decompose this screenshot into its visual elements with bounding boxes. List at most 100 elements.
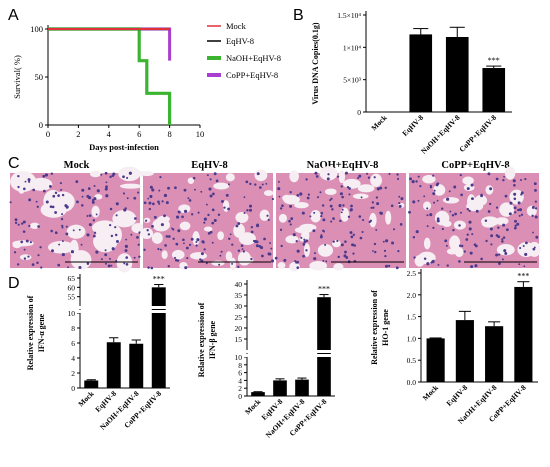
cell-nucleus — [503, 249, 507, 253]
cell-nucleus — [256, 223, 259, 227]
alveolar-space — [211, 260, 225, 266]
cell-nucleus — [339, 219, 342, 223]
cell-nucleus — [360, 196, 363, 199]
cell-nucleus — [81, 204, 84, 207]
cell-nucleus — [385, 239, 389, 243]
cell-nucleus — [60, 188, 63, 191]
cell-nucleus — [51, 249, 54, 253]
histology-image-2 — [274, 166, 406, 272]
cell-nucleus — [309, 215, 312, 218]
alveolar-space — [357, 184, 375, 193]
cell-nucleus — [36, 205, 39, 208]
cell-nucleus — [109, 175, 112, 179]
cell-nucleus — [25, 239, 29, 243]
cell-nucleus — [288, 219, 291, 223]
cell-nucleus — [126, 176, 129, 179]
cell-nucleus — [115, 202, 119, 206]
cell-nucleus — [40, 266, 43, 269]
cell-nucleus — [502, 236, 506, 239]
cell-nucleus — [331, 208, 334, 211]
cell-nucleus — [111, 247, 115, 251]
cell-nucleus — [415, 230, 419, 234]
y-tick-label: 2.0 — [407, 291, 417, 300]
cell-nucleus — [149, 194, 153, 198]
cell-nucleus — [16, 263, 20, 266]
cell-nucleus — [81, 195, 84, 198]
cell-nucleus — [17, 223, 20, 226]
alveolar-space — [179, 221, 191, 231]
cell-nucleus — [498, 262, 501, 266]
cell-nucleus — [332, 240, 335, 243]
cell-nucleus — [341, 208, 344, 211]
cell-nucleus — [136, 235, 139, 239]
cell-nucleus — [147, 233, 151, 236]
cell-nucleus — [359, 236, 363, 240]
cell-nucleus — [167, 265, 170, 268]
cell-nucleus — [350, 204, 353, 208]
cell-nucleus — [332, 217, 335, 220]
y-tick-label: 0.5 — [407, 356, 417, 365]
survival-line-3 — [48, 27, 172, 61]
cell-nucleus — [294, 260, 297, 263]
alveolar-space — [325, 188, 337, 195]
cell-nucleus — [417, 199, 420, 202]
cell-nucleus — [307, 193, 310, 196]
y-tick-label: 30 — [235, 302, 243, 311]
cell-nucleus — [466, 233, 469, 236]
cell-nucleus — [61, 224, 64, 228]
cell-nucleus — [295, 240, 298, 243]
bar-2 — [485, 326, 504, 382]
cell-nucleus — [219, 254, 222, 257]
cell-nucleus — [306, 196, 310, 200]
cell-nucleus — [209, 230, 213, 234]
alveolar-space — [321, 248, 332, 256]
cell-nucleus — [352, 233, 355, 236]
y-tick-label: 60 — [68, 283, 76, 292]
cell-nucleus — [502, 223, 506, 227]
cell-nucleus — [188, 199, 192, 202]
cell-nucleus — [533, 246, 536, 249]
cell-nucleus — [205, 203, 208, 206]
cell-nucleus — [412, 200, 416, 204]
cell-nucleus — [512, 179, 516, 183]
cell-nucleus — [172, 237, 175, 240]
cell-nucleus — [430, 261, 433, 264]
cell-nucleus — [524, 178, 527, 181]
cell-nucleus — [432, 192, 436, 196]
cell-nucleus — [426, 262, 430, 266]
cell-nucleus — [95, 213, 98, 216]
cell-nucleus — [444, 239, 448, 243]
alveolar-space — [140, 171, 154, 177]
cell-nucleus — [231, 243, 234, 246]
alveolar-space — [190, 252, 207, 260]
alveolar-space — [285, 235, 299, 244]
cell-nucleus — [375, 196, 379, 199]
category-label: Mock — [243, 396, 263, 416]
cell-nucleus — [313, 211, 316, 214]
cell-nucleus — [474, 264, 478, 268]
cell-nucleus — [471, 197, 474, 201]
y-tick-label: 35 — [235, 291, 243, 300]
cell-nucleus — [249, 182, 252, 186]
cell-nucleus — [453, 185, 457, 189]
significance-label: *** — [153, 275, 165, 284]
cell-nucleus — [534, 215, 538, 219]
cell-nucleus — [516, 222, 520, 226]
alveolar-space — [481, 219, 496, 228]
cell-nucleus — [449, 210, 452, 213]
cell-nucleus — [383, 249, 387, 252]
cell-nucleus — [194, 188, 196, 191]
bar-3 — [317, 297, 331, 396]
cell-nucleus — [61, 226, 64, 229]
cell-nucleus — [340, 211, 343, 214]
cell-nucleus — [513, 211, 517, 214]
cell-nucleus — [295, 261, 298, 264]
cell-nucleus — [24, 180, 27, 183]
cell-nucleus — [473, 243, 477, 246]
significance-label: *** — [517, 272, 529, 281]
cell-nucleus — [344, 240, 347, 243]
cell-nucleus — [157, 248, 160, 251]
cell-nucleus — [429, 213, 433, 217]
category-label: EqHV-8 — [400, 113, 425, 138]
cell-nucleus — [326, 177, 330, 181]
